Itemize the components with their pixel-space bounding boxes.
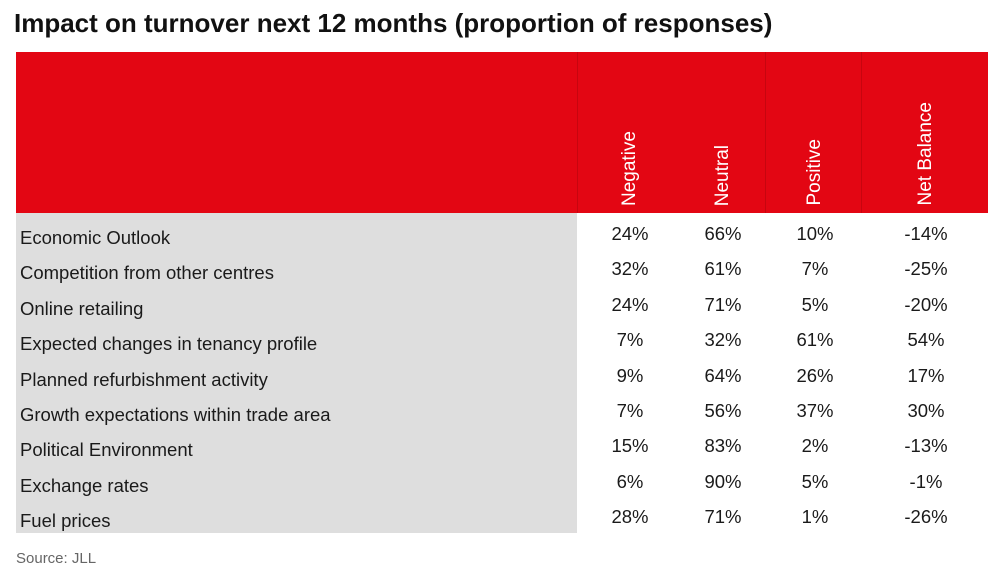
column-header-label: Positive	[804, 139, 825, 206]
table-cell: 61%	[704, 258, 742, 280]
table-cell: 64%	[704, 364, 742, 386]
table-cell: 90%	[704, 470, 742, 492]
table-cell: 1%	[801, 506, 829, 528]
table-cell: 7%	[801, 258, 829, 280]
column-header-label: Neutral	[712, 144, 733, 206]
table-cell: 26%	[796, 364, 834, 386]
table-cell: 61%	[796, 329, 834, 351]
column-header-label: Negative	[619, 131, 640, 206]
table-cell: 28%	[611, 506, 649, 528]
column-header-label: Net Balance	[915, 102, 936, 206]
source-note: Source: JLL	[16, 550, 97, 567]
table-cell: 71%	[704, 293, 742, 315]
table-cell: 32%	[704, 329, 742, 351]
table-cell: 37%	[796, 400, 834, 421]
header-divider	[861, 52, 862, 213]
table-cell: 83%	[704, 435, 742, 457]
table-header	[16, 52, 988, 213]
row-label: Growth expectations within trade area	[20, 404, 331, 425]
table-cell: 7%	[616, 329, 644, 351]
row-label: Exchange rates	[20, 474, 149, 496]
column-header-negative: Negative	[615, 66, 645, 206]
table-cell: 24%	[611, 293, 649, 315]
table-cell: 71%	[704, 506, 742, 528]
column-header-net-balance: Net Balance	[911, 66, 941, 206]
header-divider	[765, 52, 766, 213]
table-cell: -20%	[904, 293, 948, 315]
table-cell: 30%	[907, 400, 945, 421]
table-cell: 7%	[616, 400, 644, 421]
row-label-column	[16, 213, 577, 533]
row-label: Planned refurbishment activity	[20, 368, 268, 390]
column-header-neutral: Neutral	[708, 66, 738, 206]
page-title: Impact on turnover next 12 months (propo…	[14, 8, 773, 38]
table-cell: 5%	[801, 470, 829, 492]
table-cell: 56%	[704, 400, 742, 421]
table-cell: 9%	[616, 364, 644, 386]
table-cell: -1%	[909, 470, 943, 492]
table-cell: -14%	[904, 223, 948, 244]
table-cell: 32%	[611, 258, 649, 280]
table-cell: 10%	[796, 223, 834, 244]
table-cell: 54%	[907, 329, 945, 351]
table-cell: -13%	[904, 435, 948, 457]
table-cell: 5%	[801, 293, 829, 315]
table-cell: -26%	[904, 506, 948, 528]
row-label: Competition from other centres	[20, 262, 274, 284]
row-label: Economic Outlook	[20, 227, 171, 248]
row-label: Online retailing	[20, 297, 144, 319]
table-cell: 15%	[611, 435, 649, 457]
table-cell: -25%	[904, 258, 948, 280]
row-label: Fuel prices	[20, 510, 111, 532]
table-cell: 2%	[801, 435, 829, 457]
table-cell: 24%	[611, 223, 649, 244]
header-divider	[577, 52, 578, 213]
table-cell: 6%	[616, 470, 644, 492]
column-header-positive: Positive	[800, 66, 830, 206]
row-label: Political Environment	[20, 439, 193, 461]
table-cell: 17%	[907, 364, 945, 386]
table-cell: 66%	[704, 223, 742, 244]
row-label: Expected changes in tenancy profile	[20, 333, 318, 355]
